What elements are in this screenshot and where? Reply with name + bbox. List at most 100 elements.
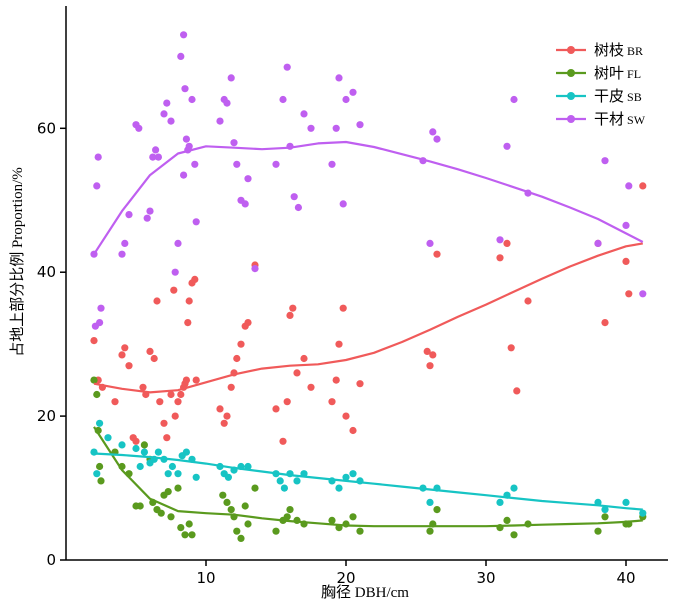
data-point-sw [160,110,168,118]
data-point-sb [224,473,232,481]
data-point-sw [180,31,188,39]
data-point-sw [622,221,630,229]
data-point-sw [121,239,129,247]
data-point-br [423,347,431,355]
data-point-fl [356,527,364,535]
data-point-sb [601,506,609,514]
data-point-br [625,290,633,298]
data-point-br [332,376,340,384]
data-point-fl [164,488,172,496]
data-point-sb [244,462,252,471]
data-point-sb [510,484,518,492]
data-point-sw [143,214,151,222]
data-point-fl [237,534,245,543]
data-point-fl [157,509,165,517]
data-point-br [171,412,179,420]
data-point-sw [233,160,241,168]
data-point-fl [188,531,196,539]
legend-code: SB [627,90,642,104]
data-point-fl [283,513,291,521]
data-point-br [118,351,126,359]
data-point-sw [146,207,154,215]
data-point-sw [356,121,364,129]
data-point-sw [188,95,196,104]
data-point-sw [154,153,162,161]
data-point-sw [290,193,298,201]
data-point-sw [594,239,602,247]
data-point-br [293,369,301,377]
data-point-br [177,390,185,399]
data-point-sb [192,473,200,481]
y-axis-ticks: 0 20 40 60 [37,119,66,569]
data-point-fl [96,462,104,471]
data-point-sw [328,160,336,168]
data-point-sw [177,52,185,61]
data-point-sw [125,211,133,219]
data-point-sb [293,477,301,485]
data-point-br [220,419,228,427]
data-point-br [227,383,235,391]
data-point-br [156,398,164,406]
data-point-sw [182,135,190,143]
data-point-br [339,304,347,312]
data-point-fl [140,441,148,449]
data-point-fl [503,516,511,525]
x-axis-title: 胸径 DBH/cm [321,584,409,601]
data-point-br [283,398,291,406]
data-point-sb [639,509,647,517]
data-point-fl [136,502,144,510]
data-point-br [524,297,532,305]
data-point-sw [251,265,259,273]
data-point-br [433,250,441,258]
legend-item-sb: 干皮 SB [556,88,642,105]
data-point-sb [132,444,140,453]
data-point-fl [219,491,227,499]
data-point-sb [174,470,182,478]
data-point-sb [154,448,162,456]
data-point-br [349,426,357,435]
y-tick-label: 40 [37,263,56,281]
legend-item-fl: 树叶 FL [556,65,641,82]
trend-line-fl [93,426,643,528]
axes [65,6,668,561]
data-point-br [139,383,147,391]
data-point-br [121,344,129,352]
data-point-fl [241,502,249,510]
data-point-sw [171,268,179,276]
data-point-fl [433,506,441,514]
data-point-sw [503,142,511,150]
data-point-sb [96,419,104,427]
data-point-fl [244,520,252,528]
data-point-sw [192,218,200,226]
data-point-sw [241,200,249,208]
data-point-sw [349,88,357,96]
trend-line-sb [93,452,643,511]
legend-label: 树叶 FL [594,65,641,82]
legend-swatch-marker [567,46,575,54]
data-point-fl [223,498,231,506]
data-point-sw [230,139,238,147]
legend-label: 干皮 SB [594,88,642,105]
data-point-fl [510,531,518,539]
data-point-fl [349,513,357,521]
data-point-fl [426,527,434,535]
data-point-sw [174,239,182,247]
data-point-sw [283,63,291,71]
data-point-sb [140,448,148,456]
data-point-sw [216,117,224,125]
data-point-br [184,319,192,327]
data-point-sw [163,99,171,107]
data-point-br [182,376,190,384]
data-point-br [111,398,119,406]
trend-line-sw [93,140,644,255]
data-point-sb [118,441,126,449]
data-point-sw [429,128,437,136]
legend-swatch-marker [567,69,575,77]
data-point-sw [307,124,315,132]
data-point-sw [244,175,252,183]
legend-label: 干材 SW [594,111,646,128]
data-point-br [125,362,133,370]
data-point-sb [104,434,112,442]
trend-line-br [93,242,643,394]
data-point-br [223,412,231,420]
